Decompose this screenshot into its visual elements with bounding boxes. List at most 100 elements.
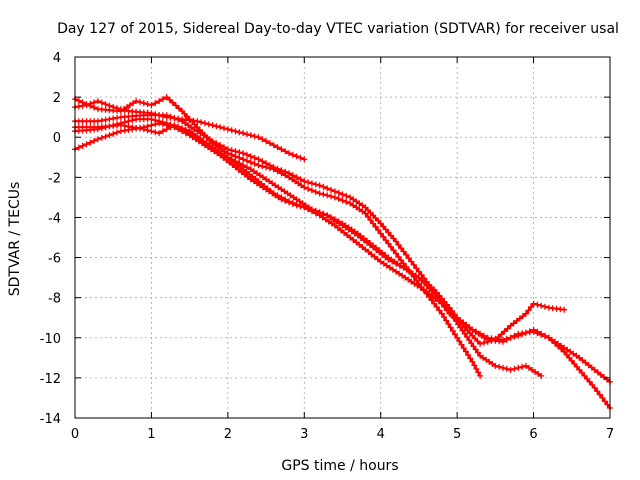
data-point-marker [594,388,601,395]
plot-frame [74,56,611,419]
data-point-marker [576,354,583,361]
data-point-marker [98,125,105,132]
data-point-marker [282,196,289,203]
data-point-marker [393,260,399,267]
data-point-marker [371,253,378,260]
data-point-marker [102,133,109,140]
data-point-marker [555,343,561,350]
data-point-marker [312,181,319,188]
data-point-marker [282,148,289,155]
data-point-marker [597,371,604,378]
data-point-marker [341,229,347,236]
data-point-marker [301,184,308,191]
data-point-marker [582,359,589,366]
data-point-marker [335,189,342,196]
y-tick-label: -12 [40,372,61,387]
data-point-marker [420,286,427,293]
data-point-marker [159,96,166,103]
data-point-marker [83,141,90,148]
data-point-marker [461,330,468,337]
data-point-marker [172,102,179,109]
data-point-marker [398,245,405,252]
series-layer [72,94,613,411]
x-tick-label: 2 [224,427,232,442]
data-point-marker [137,124,143,131]
data-point-marker [186,130,193,137]
data-point-marker [263,160,270,167]
data-point-marker [312,210,319,217]
data-point-marker [535,370,542,377]
data-point-marker [426,291,433,298]
data-point-marker [486,358,493,365]
data-point-marker [469,326,476,333]
data-point-marker [534,328,541,335]
data-point-marker [377,230,384,237]
data-point-marker [558,346,565,352]
y-tick-label: -4 [48,211,61,226]
data-point-marker [330,216,337,223]
data-point-marker [441,304,448,310]
data-point-marker [504,325,511,332]
data-point-marker [297,202,304,209]
data-point-marker [335,195,342,202]
data-point-marker [534,301,541,308]
data-point-marker [266,162,273,169]
data-point-marker [464,333,470,340]
data-point-marker [454,316,461,323]
data-point-marker [175,116,182,123]
data-point-marker [205,121,212,128]
data-point-marker [525,307,532,314]
data-point-marker [450,313,457,320]
data-point-marker [228,127,235,134]
data-point-marker [200,132,207,139]
data-point-marker [320,210,327,217]
data-point-marker [516,315,523,322]
data-point-marker [179,118,185,125]
data-point-marker [339,197,346,204]
data-point-marker [255,178,262,185]
data-point-marker [403,266,410,273]
data-point-marker [393,238,399,245]
data-point-marker [94,118,101,125]
data-point-marker [287,192,294,199]
data-point-marker [278,194,285,201]
data-point-marker [472,346,479,353]
data-point-marker [410,261,417,268]
data-point-marker [144,101,151,108]
data-point-marker [232,128,239,135]
data-point-marker [373,246,380,253]
data-point-marker [334,224,341,231]
data-point-marker [259,158,266,165]
data-point-marker [471,362,478,369]
data-point-marker [163,112,170,119]
data-point-marker [167,113,174,120]
data-point-marker [301,178,308,185]
data-point-marker [343,192,350,199]
data-point-marker [266,178,273,185]
data-point-marker [457,318,464,325]
data-point-marker [110,130,117,137]
data-point-marker [301,204,308,211]
data-point-marker [347,234,354,241]
data-point-marker [362,210,369,217]
data-point-marker [148,116,155,123]
data-point-marker [251,133,258,140]
data-point-marker [129,126,136,133]
data-point-marker [362,246,369,253]
data-point-marker [452,331,458,338]
data-point-marker [156,98,163,105]
data-point-marker [498,331,505,338]
data-point-marker [585,362,592,369]
data-point-marker [278,146,285,153]
data-point-marker [251,154,258,161]
data-point-marker [331,188,338,195]
data-point-marker [492,362,499,369]
data-point-marker [179,126,185,133]
data-point-marker [292,178,299,185]
data-point-marker [98,117,105,124]
data-point-marker [175,124,182,131]
data-point-marker [325,218,332,225]
data-point-marker [399,272,406,279]
data-point-marker [125,126,132,133]
data-point-marker [244,157,250,164]
